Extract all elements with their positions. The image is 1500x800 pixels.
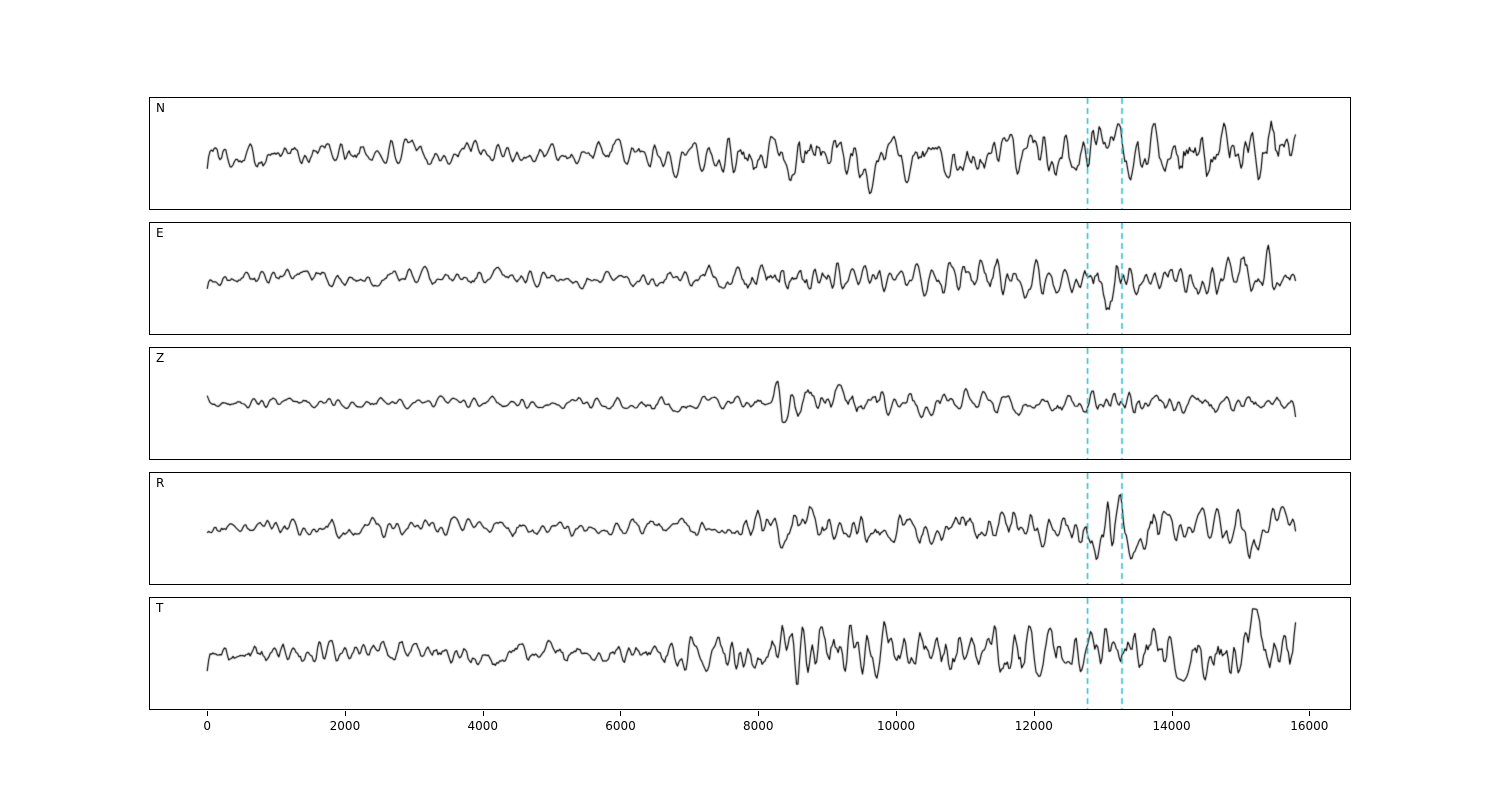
x-tick-label: 8000 — [742, 719, 774, 733]
x-tick-label: 16000 — [1290, 719, 1329, 733]
x-tick-mark — [896, 711, 898, 716]
panel-label: T — [156, 601, 164, 615]
panel-label: R — [156, 476, 165, 490]
seismogram-panel-E: E — [149, 222, 1351, 335]
waveform-canvas — [150, 473, 1350, 584]
waveform-canvas — [150, 223, 1350, 334]
seismogram-panel-Z: Z — [149, 347, 1351, 460]
x-tick-label: 2000 — [329, 719, 361, 733]
waveform-canvas — [150, 98, 1350, 209]
waveform-canvas — [150, 348, 1350, 459]
seismogram-panel-R: R — [149, 472, 1351, 585]
waveform-canvas — [150, 598, 1350, 709]
x-tick-mark — [482, 711, 484, 716]
x-tick-mark — [344, 711, 346, 716]
x-tick-label: 10000 — [876, 719, 916, 733]
panel-label: N — [156, 101, 165, 115]
x-tick-mark — [207, 711, 209, 716]
x-tick-label: 4000 — [467, 719, 498, 733]
x-tick-label: 6000 — [605, 719, 636, 733]
panel-label: E — [156, 226, 164, 240]
x-tick-mark — [620, 711, 622, 716]
x-tick-label: 12000 — [1014, 719, 1053, 733]
seismogram-panel-T: T — [149, 597, 1351, 710]
seismogram-panel-N: N — [149, 97, 1351, 210]
panel-label: Z — [156, 351, 165, 365]
x-tick-mark — [1171, 711, 1173, 716]
x-tick-label: 14000 — [1152, 719, 1191, 733]
x-tick-mark — [1033, 711, 1035, 716]
x-tick-label: 0 — [203, 719, 211, 733]
x-tick-mark — [758, 711, 760, 716]
x-tick-mark — [1309, 711, 1311, 716]
